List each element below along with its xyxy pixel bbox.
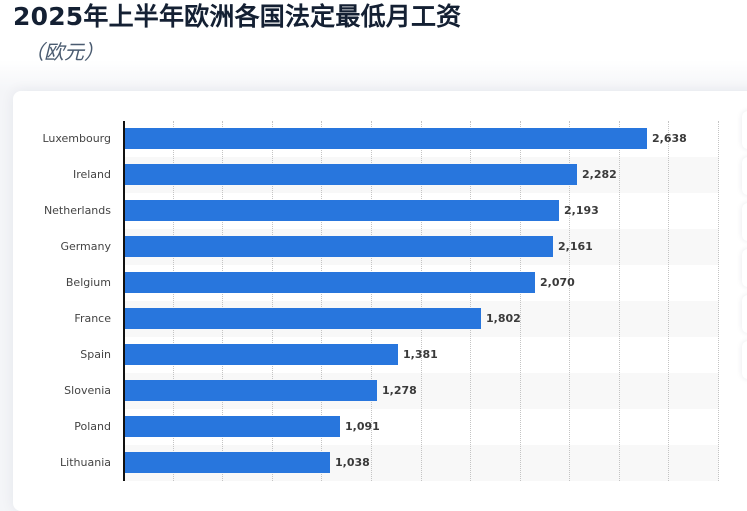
side-button-5[interactable]	[742, 295, 747, 333]
category-label: Slovenia	[64, 384, 111, 397]
value-label: 1,091	[345, 420, 380, 433]
value-label: 2,638	[652, 132, 687, 145]
gridline	[421, 121, 422, 481]
gridline	[321, 121, 322, 481]
bar[interactable]	[124, 164, 577, 185]
chart-title: 2025年上半年欧洲各国法定最低月工资	[13, 2, 462, 31]
value-label: 2,193	[564, 204, 599, 217]
category-label: Netherlands	[43, 204, 111, 217]
bar[interactable]	[124, 272, 535, 293]
side-button-3[interactable]	[742, 203, 747, 241]
gridline	[470, 121, 471, 481]
gridline	[371, 121, 372, 481]
bar[interactable]	[124, 128, 647, 149]
header-background	[0, 0, 747, 92]
category-label: France	[74, 312, 111, 325]
gridline	[222, 121, 223, 481]
gridline	[668, 121, 669, 481]
gridline	[520, 121, 521, 481]
bar[interactable]	[124, 416, 340, 437]
bar[interactable]	[124, 236, 553, 257]
chart-subtitle: （欧元）	[24, 40, 104, 64]
value-label: 1,038	[335, 456, 370, 469]
category-label: Belgium	[65, 276, 111, 289]
bar[interactable]	[124, 380, 377, 401]
gridline	[569, 121, 570, 481]
side-button-1[interactable]	[742, 111, 747, 149]
value-label: 2,070	[540, 276, 575, 289]
value-label: 2,161	[558, 240, 593, 253]
value-label: 1,278	[382, 384, 417, 397]
gridline	[272, 121, 273, 481]
value-label: 1,802	[486, 312, 521, 325]
bar[interactable]	[124, 308, 481, 329]
category-label: Luxembourg	[42, 132, 111, 145]
gridline	[718, 121, 719, 481]
side-button-6[interactable]	[742, 341, 747, 379]
category-label: Ireland	[72, 168, 111, 181]
category-label: Spain	[80, 348, 111, 361]
bar[interactable]	[124, 344, 398, 365]
category-label: Germany	[60, 240, 111, 253]
side-button-4[interactable]	[742, 249, 747, 287]
bar-chart-plot: Luxembourg 2,638 Ireland 2,282 Netherlands 2,…	[42, 121, 719, 481]
y-axis-line	[123, 121, 125, 481]
value-label: 1,381	[403, 348, 438, 361]
gridline	[619, 121, 620, 481]
category-label: Lithuania	[60, 456, 111, 469]
side-button-2[interactable]	[742, 157, 747, 195]
value-label: 2,282	[582, 168, 617, 181]
bar[interactable]	[124, 200, 559, 221]
gridline	[173, 121, 174, 481]
bar[interactable]	[124, 452, 330, 473]
category-label: Poland	[74, 420, 111, 433]
